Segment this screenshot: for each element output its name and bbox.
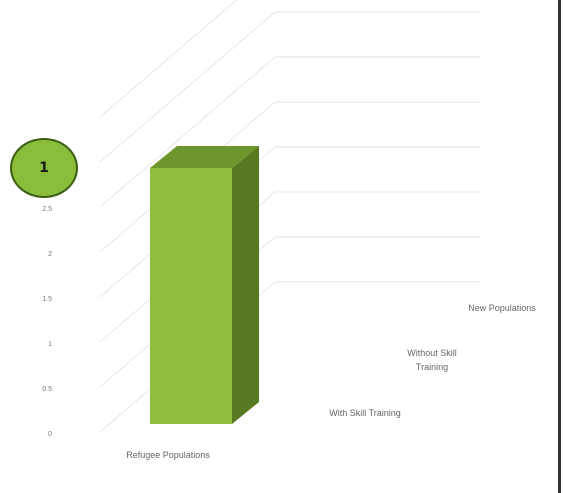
gridline-side (99, 11, 276, 163)
depth-category-label: With Skill Training (329, 408, 401, 418)
gridline-side (99, 56, 276, 208)
depth-category-label: Without Skill Training (407, 348, 457, 372)
y-tick-label: 0.5 (42, 386, 52, 393)
y-tick-label: 1.5 (42, 296, 52, 303)
number-badge: 1 (10, 138, 78, 198)
y-tick-label: 0 (48, 431, 52, 438)
category-label: Refugee Populations (126, 450, 210, 460)
depth-category-line: Training (416, 362, 448, 372)
depth-category-line: With Skill Training (329, 408, 401, 418)
bar-side (232, 146, 259, 424)
bar-top (150, 146, 259, 168)
depth-category-line: New Populations (468, 303, 536, 313)
bar-front (150, 168, 232, 424)
depth-category-label: New Populations (468, 303, 536, 313)
frame-border (558, 0, 561, 493)
depth-category-line: Without Skill (407, 348, 457, 358)
y-tick-label: 2 (48, 251, 52, 258)
y-tick-label: 2.5 (42, 206, 52, 213)
gridline-side (99, 0, 238, 118)
y-tick-label: 1 (48, 341, 52, 348)
